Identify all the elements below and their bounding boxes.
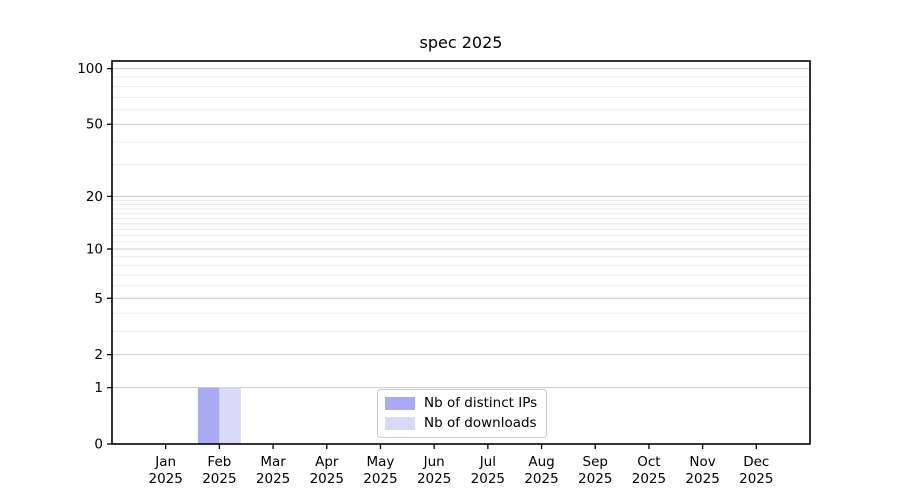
- x-tick-label-year: 2025: [632, 471, 666, 487]
- legend-swatch: [385, 416, 415, 430]
- x-tick-label-year: 2025: [256, 471, 290, 487]
- x-tick-label-year: 2025: [202, 471, 236, 487]
- x-tick-label-year: 2025: [685, 471, 719, 487]
- x-tick-label-month: Nov: [689, 454, 715, 470]
- legend-swatch: [385, 396, 415, 410]
- x-tick-label-month: Sep: [583, 454, 608, 470]
- x-tick-label-month: Apr: [315, 454, 339, 470]
- y-tick-label: 2: [94, 347, 103, 363]
- y-tick-label: 10: [86, 241, 103, 257]
- x-tick-label-year: 2025: [310, 471, 344, 487]
- chart-legend: Nb of distinct IPs Nb of downloads: [377, 389, 548, 438]
- x-tick-label-month: Jun: [423, 454, 445, 470]
- y-tick-label: 50: [86, 117, 103, 133]
- x-tick-label-year: 2025: [578, 471, 612, 487]
- x-tick-label-year: 2025: [417, 471, 451, 487]
- legend-item: Nb of downloads: [385, 415, 537, 431]
- legend-label: Nb of downloads: [424, 415, 537, 431]
- legend-item: Nb of distinct IPs: [385, 395, 537, 411]
- x-tick-label-month: Feb: [207, 454, 231, 470]
- x-tick-label-month: Dec: [743, 454, 769, 470]
- x-tick-label-month: Jan: [154, 454, 176, 470]
- plot-border: [111, 60, 811, 445]
- y-tick-label: 20: [86, 189, 103, 205]
- y-tick-label: 1: [94, 380, 103, 396]
- legend-label: Nb of distinct IPs: [424, 395, 538, 411]
- x-tick-label-year: 2025: [739, 471, 773, 487]
- x-tick-label-month: Oct: [637, 454, 660, 470]
- y-tick-label: 5: [94, 291, 103, 307]
- x-tick-label-month: May: [367, 454, 395, 470]
- x-tick-label-year: 2025: [363, 471, 397, 487]
- y-tick-label: 0: [94, 437, 103, 453]
- bar: [219, 387, 241, 444]
- x-tick-label-month: Aug: [528, 454, 554, 470]
- x-tick-label-year: 2025: [149, 471, 183, 487]
- x-tick-label-month: Jul: [479, 454, 496, 470]
- y-tick-label: 100: [77, 61, 103, 77]
- x-tick-label-year: 2025: [471, 471, 505, 487]
- x-tick-label-month: Mar: [260, 454, 286, 470]
- x-tick-label-year: 2025: [524, 471, 558, 487]
- bar: [197, 387, 220, 444]
- chart-title: spec 2025: [419, 33, 503, 52]
